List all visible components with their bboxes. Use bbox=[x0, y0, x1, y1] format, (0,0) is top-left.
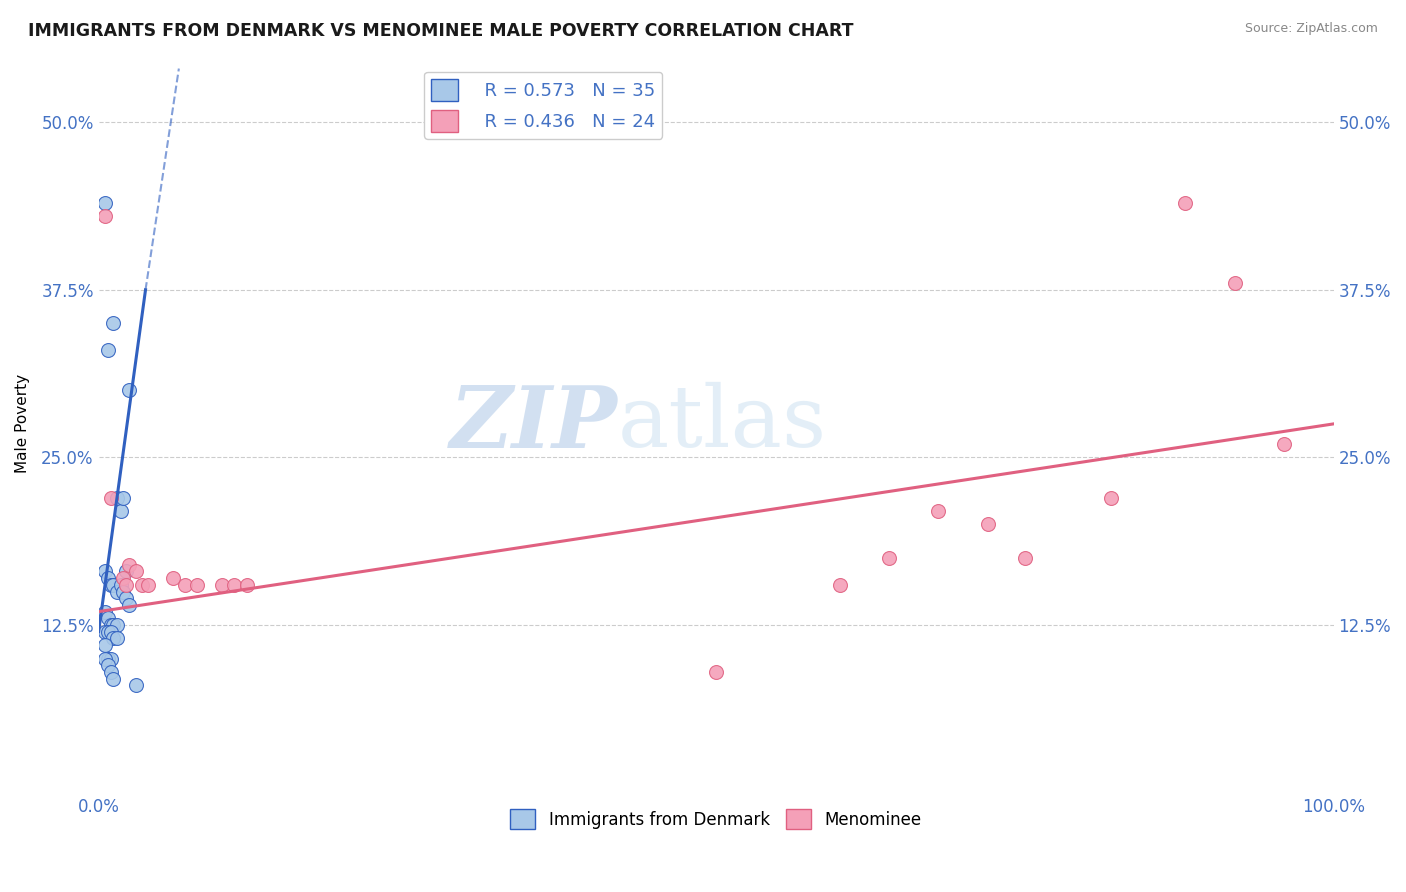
Point bbox=[110, 578, 132, 592]
Point bbox=[704, 665, 727, 679]
Point bbox=[103, 618, 125, 632]
Point bbox=[105, 632, 128, 646]
Point bbox=[114, 591, 136, 606]
Point bbox=[94, 651, 117, 665]
Text: IMMIGRANTS FROM DENMARK VS MENOMINEE MALE POVERTY CORRELATION CHART: IMMIGRANTS FROM DENMARK VS MENOMINEE MAL… bbox=[28, 22, 853, 40]
Point bbox=[97, 624, 120, 639]
Point bbox=[103, 316, 125, 330]
Point bbox=[100, 624, 122, 639]
Point bbox=[100, 618, 122, 632]
Point bbox=[103, 578, 125, 592]
Point bbox=[118, 384, 141, 398]
Point bbox=[100, 578, 122, 592]
Point bbox=[136, 578, 159, 592]
Point bbox=[224, 578, 246, 592]
Text: atlas: atlas bbox=[617, 383, 827, 466]
Point bbox=[114, 565, 136, 579]
Point bbox=[1174, 195, 1197, 210]
Point bbox=[105, 584, 128, 599]
Point bbox=[97, 611, 120, 625]
Point bbox=[94, 605, 117, 619]
Point bbox=[1014, 551, 1036, 566]
Point bbox=[100, 491, 122, 505]
Point bbox=[877, 551, 900, 566]
Point bbox=[1099, 491, 1122, 505]
Point bbox=[186, 578, 208, 592]
Point bbox=[124, 565, 146, 579]
Point bbox=[100, 651, 122, 665]
Point bbox=[97, 343, 120, 358]
Point bbox=[174, 578, 197, 592]
Point bbox=[124, 678, 146, 692]
Point bbox=[97, 658, 120, 673]
Point bbox=[103, 632, 125, 646]
Y-axis label: Male Poverty: Male Poverty bbox=[15, 375, 30, 474]
Point bbox=[97, 571, 120, 585]
Point bbox=[977, 517, 1000, 532]
Point bbox=[112, 491, 135, 505]
Point bbox=[94, 565, 117, 579]
Point bbox=[131, 578, 153, 592]
Point bbox=[100, 665, 122, 679]
Point bbox=[828, 578, 851, 592]
Point bbox=[94, 195, 117, 210]
Point bbox=[97, 651, 120, 665]
Point bbox=[118, 558, 141, 572]
Point bbox=[94, 624, 117, 639]
Point bbox=[114, 578, 136, 592]
Point bbox=[105, 491, 128, 505]
Point bbox=[118, 598, 141, 612]
Text: Source: ZipAtlas.com: Source: ZipAtlas.com bbox=[1244, 22, 1378, 36]
Point bbox=[1272, 437, 1295, 451]
Legend: Immigrants from Denmark, Menominee: Immigrants from Denmark, Menominee bbox=[503, 802, 928, 836]
Point bbox=[211, 578, 233, 592]
Point bbox=[112, 584, 135, 599]
Point bbox=[94, 209, 117, 223]
Point bbox=[1223, 276, 1246, 290]
Point bbox=[236, 578, 259, 592]
Point bbox=[112, 571, 135, 585]
Text: ZIP: ZIP bbox=[450, 382, 617, 466]
Point bbox=[110, 504, 132, 518]
Point bbox=[94, 638, 117, 652]
Point bbox=[103, 672, 125, 686]
Point bbox=[927, 504, 949, 518]
Point bbox=[162, 571, 184, 585]
Point bbox=[105, 618, 128, 632]
